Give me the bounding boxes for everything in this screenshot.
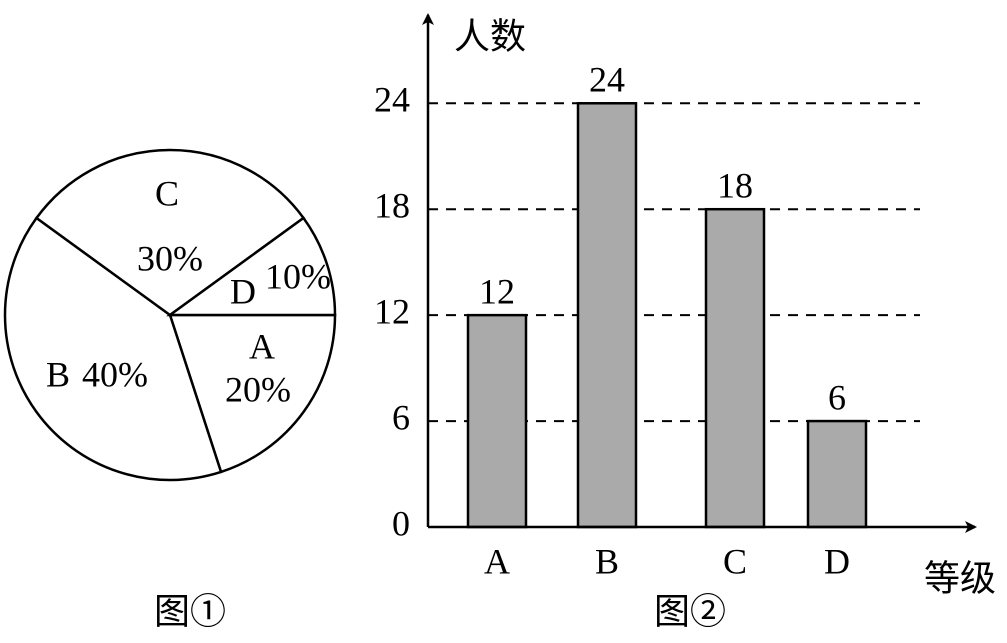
slice-label: B xyxy=(46,354,70,394)
y-tick-label: 12 xyxy=(374,291,410,331)
bar xyxy=(466,313,528,529)
slice-value-label: 30% xyxy=(137,238,203,278)
pie-slice xyxy=(166,216,337,317)
pie-caption: 图① xyxy=(154,591,226,631)
y-tick-label: 18 xyxy=(374,185,410,225)
bar-value-label: 6 xyxy=(828,377,846,417)
x-tick-label: C xyxy=(723,541,747,581)
bar-caption: 图② xyxy=(654,591,726,631)
y-tick-label: 0 xyxy=(392,503,410,543)
bar xyxy=(806,419,868,529)
y-axis-label: 人数 xyxy=(454,16,526,56)
x-tick-label: A xyxy=(484,541,510,581)
x-tick-label: D xyxy=(824,541,850,581)
y-tick-label: 24 xyxy=(374,80,410,120)
pie-slice xyxy=(168,313,337,474)
bar-value-label: 12 xyxy=(479,271,515,311)
bar-value-label: 24 xyxy=(589,60,625,100)
bar xyxy=(704,207,766,529)
x-axis-label: 等级 xyxy=(924,558,996,598)
slice-value-label: 40% xyxy=(82,354,148,394)
x-tick-label: B xyxy=(595,541,619,581)
y-tick-label: 6 xyxy=(392,397,410,437)
slice-label: D xyxy=(230,271,256,311)
pie-slice xyxy=(34,148,306,317)
slice-value-label: 10% xyxy=(265,256,331,296)
bar-value-label: 18 xyxy=(717,165,753,205)
slice-value-label: 20% xyxy=(225,369,291,409)
slice-label: A xyxy=(249,326,275,366)
pie-slice xyxy=(3,216,223,482)
bar xyxy=(576,102,638,529)
slice-label: C xyxy=(155,173,179,213)
